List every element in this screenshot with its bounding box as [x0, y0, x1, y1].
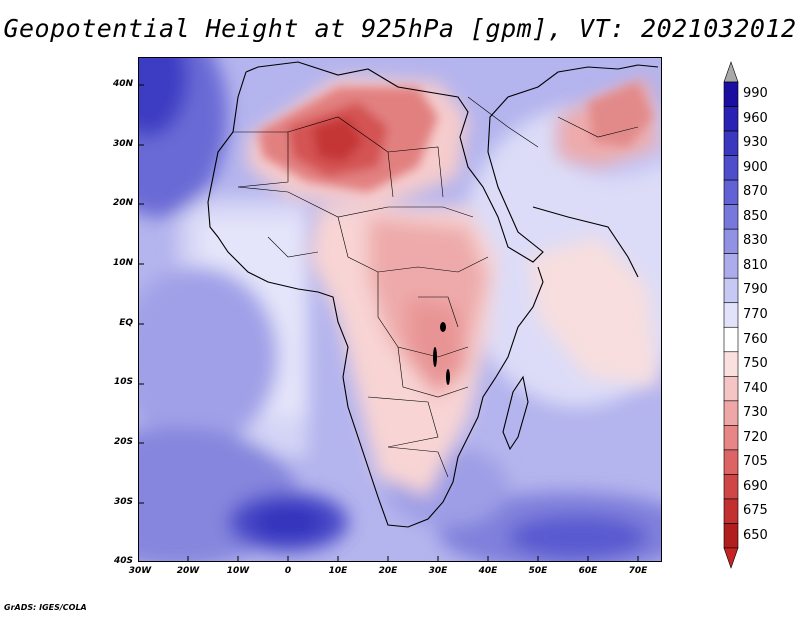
- colorbar-swatch-690: [723, 474, 739, 500]
- colorbar-swatch-960: [723, 106, 739, 132]
- lon-label-50e: 50E: [528, 566, 548, 576]
- colorbar-swatch-730: [723, 400, 739, 426]
- colorbar-swatch-930: [723, 130, 739, 156]
- colorbar-label-830: 830: [743, 233, 768, 249]
- colorbar-label-675: 675: [743, 503, 768, 519]
- lon-label-20w: 20W: [176, 566, 200, 576]
- colorbar-top-arrow: [723, 61, 739, 83]
- lat-label-eq: EQ: [119, 318, 133, 328]
- chart-title: Geopotential Height at 925hPa [gpm], VT:…: [3, 14, 797, 43]
- lat-label-30s: 30S: [113, 497, 133, 507]
- colorbar-label-990: 990: [743, 86, 768, 102]
- colorbar-label-810: 810: [743, 257, 768, 273]
- colorbar-label-790: 790: [743, 282, 768, 298]
- colorbar-label-770: 770: [743, 307, 768, 322]
- colorbar-swatch-810: [723, 253, 739, 279]
- colorbar-bottom-arrow: [723, 547, 739, 569]
- colorbar-label-870: 870: [743, 184, 768, 200]
- colorbar-label-850: 850: [743, 208, 768, 224]
- colorbar-swatch-990: [723, 81, 739, 107]
- colorbar-swatch-675: [723, 498, 739, 524]
- lat-label-30n: 30N: [112, 139, 133, 149]
- colorbar-label-930: 930: [743, 135, 768, 151]
- colorbar-label-740: 740: [743, 380, 768, 396]
- colorbar-swatch-770: [723, 302, 739, 328]
- map-frame: [138, 57, 662, 562]
- colorbar-label-730: 730: [743, 405, 768, 421]
- field-sahara-high: [258, 82, 653, 192]
- colorbar: [723, 61, 739, 569]
- political-borders: [233, 96, 639, 478]
- lon-label-40e: 40E: [478, 566, 498, 576]
- lon-label-30w: 30W: [128, 566, 152, 576]
- colorbar-swatch-705: [723, 449, 739, 475]
- colorbar-swatch-830: [723, 228, 739, 254]
- map-panel: [138, 57, 662, 562]
- lon-label-70e: 70E: [628, 566, 648, 576]
- map-field: [138, 57, 662, 562]
- lon-label-30e: 30E: [428, 566, 448, 576]
- colorbar-swatch-720: [723, 425, 739, 451]
- colorbar-label-960: 960: [743, 110, 768, 126]
- colorbar-swatch-790: [723, 277, 739, 304]
- colorbar-label-720: 720: [743, 429, 768, 445]
- credit-text: GrADS: IGES/COLA: [4, 603, 87, 612]
- lon-label-10w: 10W: [226, 566, 250, 576]
- colorbar-label-750: 750: [743, 356, 768, 372]
- colorbar-label-690: 690: [743, 478, 768, 494]
- colorbar-label-760: 760: [743, 331, 768, 347]
- colorbar-swatch-750: [723, 351, 739, 377]
- lat-label-20n: 20N: [112, 198, 133, 208]
- lakes: [433, 322, 450, 385]
- colorbar-swatch-740: [723, 376, 739, 402]
- colorbar-label-900: 900: [743, 159, 768, 175]
- colorbar-label-705: 705: [743, 454, 768, 470]
- lat-label-20s: 20S: [113, 437, 133, 447]
- lat-label-10s: 10S: [113, 377, 133, 387]
- colorbar-swatch-870: [723, 179, 739, 205]
- lon-label-0: 0: [284, 566, 292, 576]
- lat-label-40s: 40S: [113, 556, 133, 566]
- coastlines: [207, 61, 659, 528]
- lon-label-20e: 20E: [378, 566, 398, 576]
- colorbar-swatch-650: [723, 523, 739, 549]
- colorbar-swatch-850: [723, 204, 739, 230]
- colorbar-swatch-760: [723, 326, 739, 353]
- colorbar-swatch-900: [723, 155, 739, 181]
- colorbar-label-650: 650: [743, 527, 768, 543]
- lon-label-60e: 60E: [578, 566, 598, 576]
- lat-label-10n: 10N: [112, 258, 133, 268]
- lat-label-40n: 40N: [112, 79, 133, 89]
- lon-label-10e: 10E: [328, 566, 348, 576]
